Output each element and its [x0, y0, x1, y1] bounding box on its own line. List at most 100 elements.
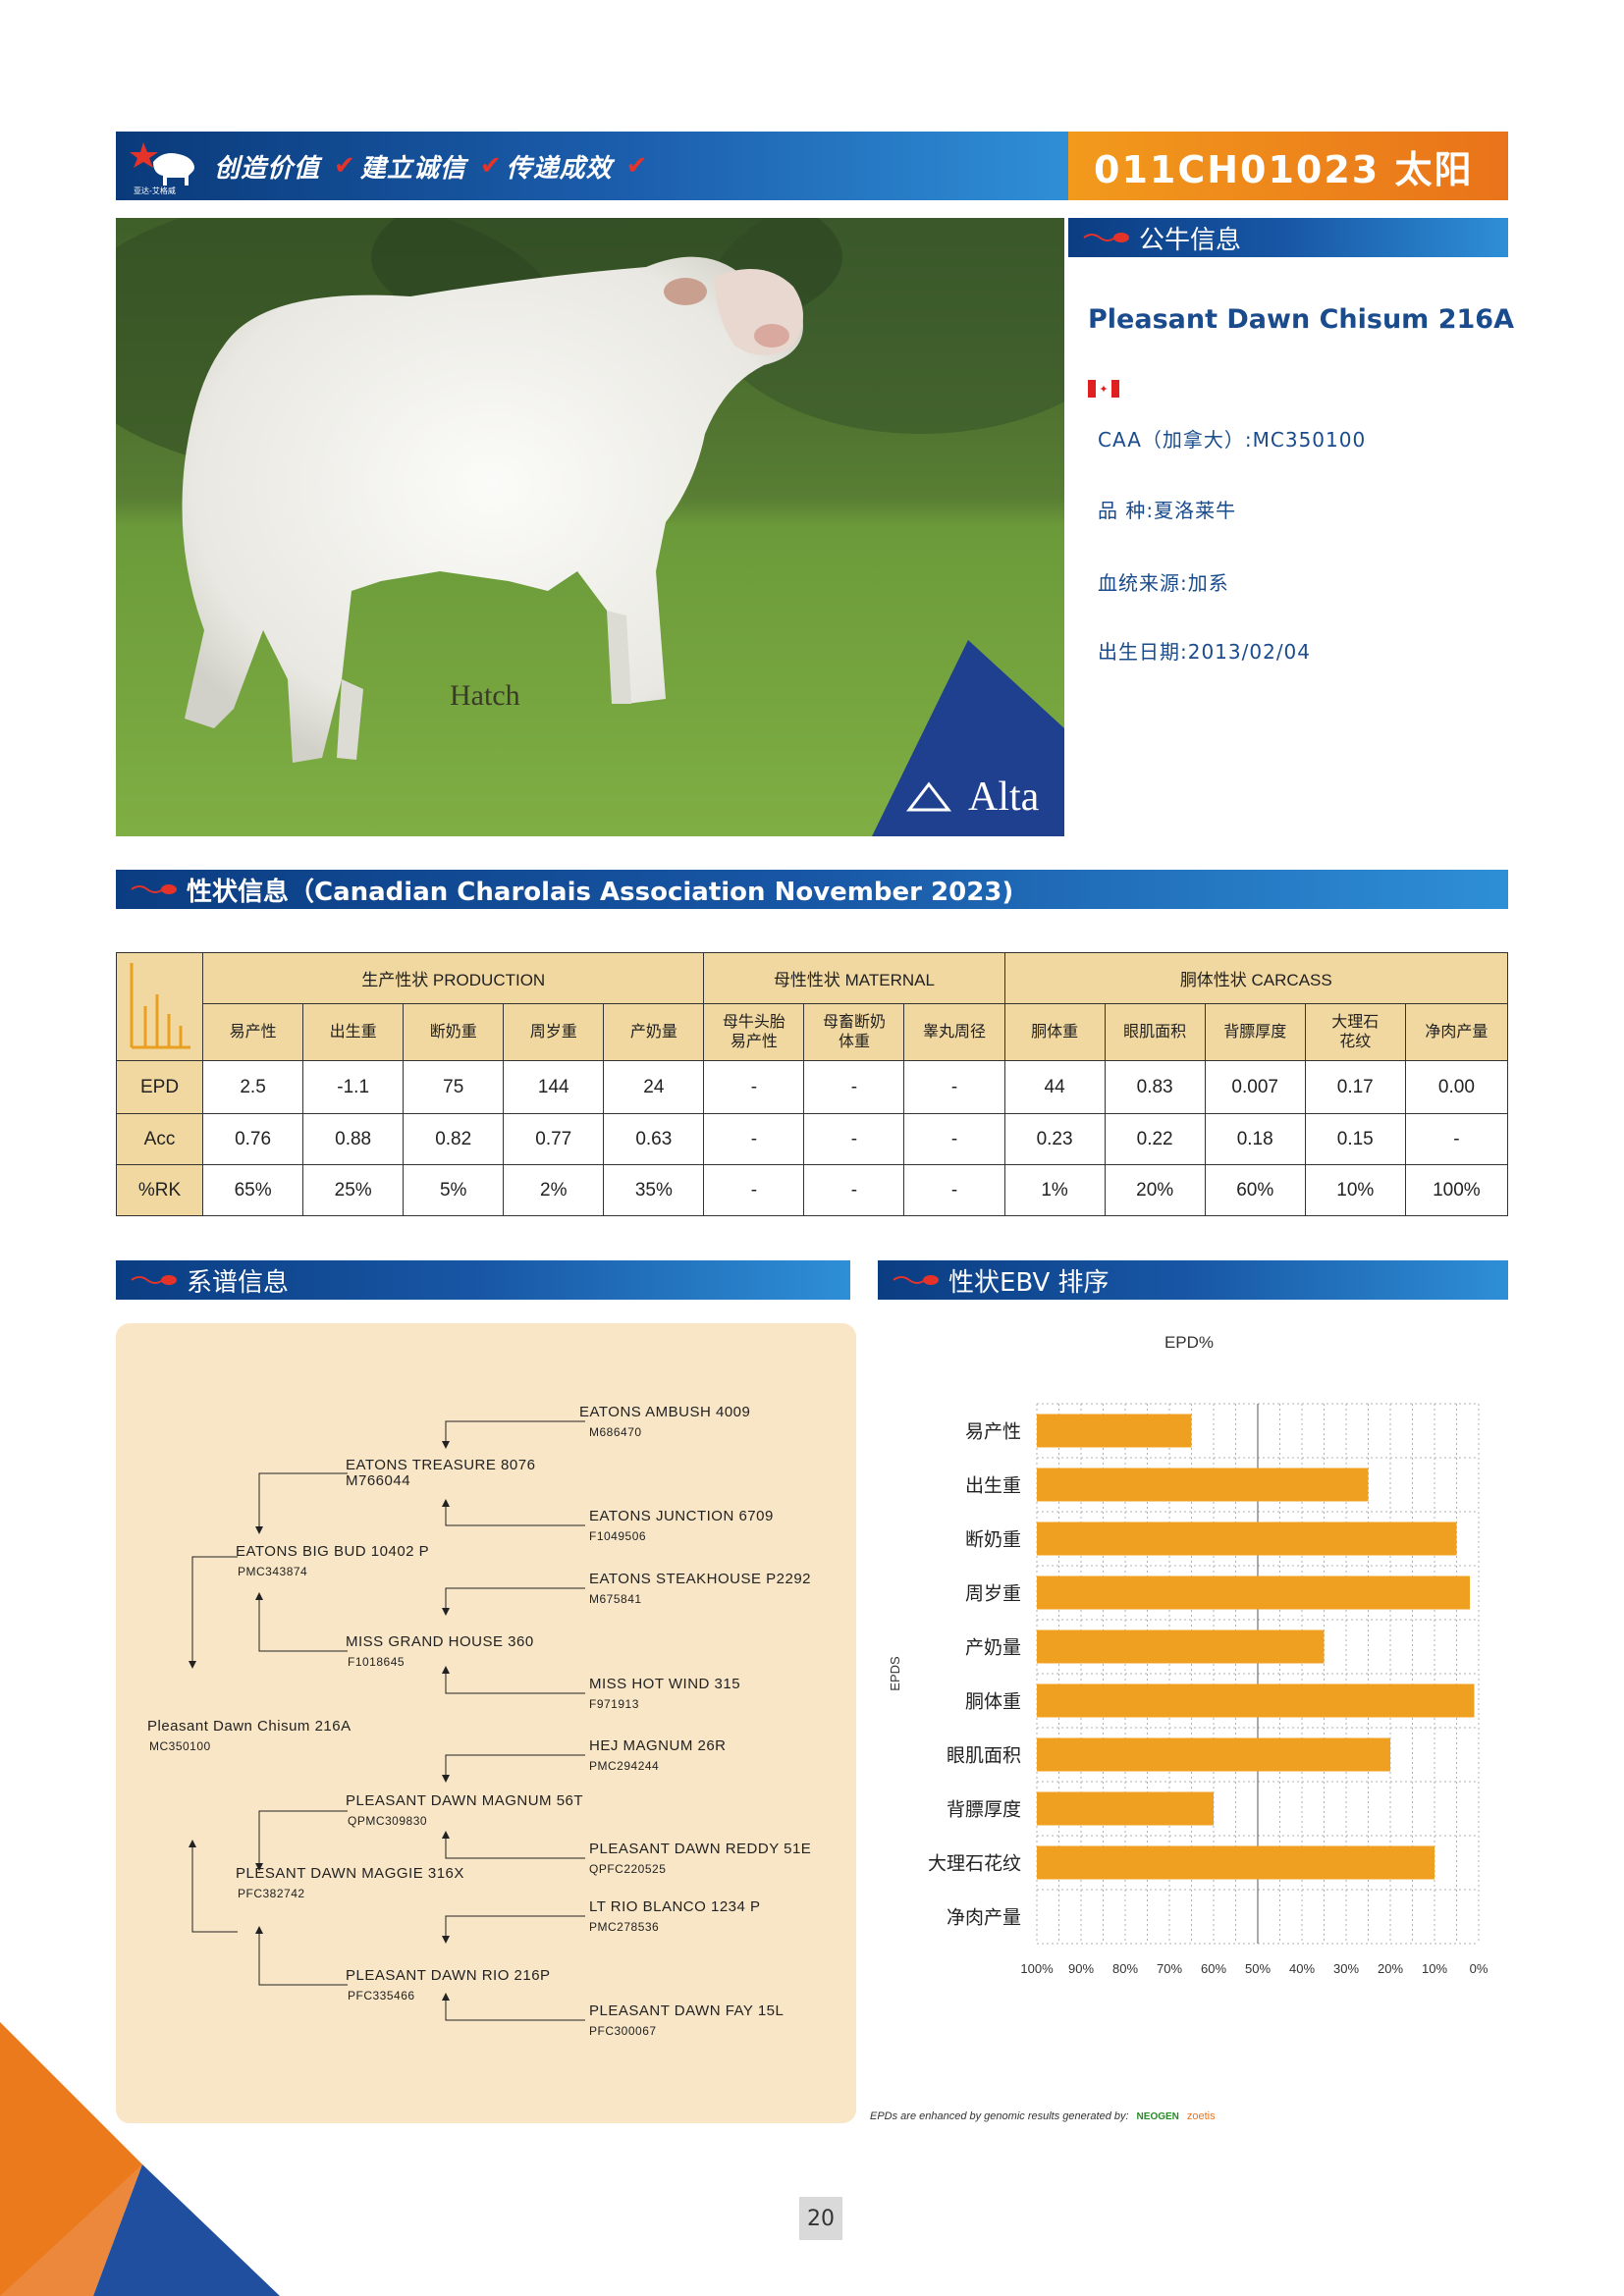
table-cell: 0.18	[1204, 1113, 1306, 1165]
pedigree-dam-dam-name: PLEASANT DAWN RIO 216P	[346, 1967, 551, 1984]
pedigree-dam-dam-reg: PFC335466	[348, 1989, 415, 2002]
column-header: 睾丸周径	[903, 1003, 1005, 1061]
x-tick-label: 30%	[1333, 1961, 1359, 1976]
pedigree-dam-sire-name: PLEASANT DAWN MAGNUM 56T	[346, 1792, 584, 1809]
table-cell: 2.5	[202, 1060, 304, 1114]
slogan-part: 建立诚信	[359, 153, 466, 184]
column-header: 胴体重	[1003, 1003, 1106, 1061]
pedigree-gg-name: EATONS JUNCTION 6709	[589, 1508, 774, 1524]
bull-code-title-box: 011CH01023 太阳	[1068, 132, 1508, 200]
table-cell: -	[803, 1113, 905, 1165]
bar	[1037, 1468, 1369, 1502]
bar	[1037, 1522, 1457, 1556]
pedigree-header: 系谱信息	[116, 1260, 850, 1300]
table-cell: 0.77	[503, 1113, 605, 1165]
pedigree-gg-name: PLEASANT DAWN FAY 15L	[589, 2002, 785, 2019]
slogan: 创造价值 ✔ 建立诚信 ✔ 传递成效 ✔	[214, 148, 652, 185]
column-header: 母牛头胎易产性	[703, 1003, 805, 1061]
column-header-text: 大理石花纹	[1331, 1014, 1380, 1050]
row-label: EPD	[115, 1060, 204, 1114]
x-tick-label: 100%	[1020, 1961, 1054, 1976]
column-header: 眼肌面积	[1104, 1003, 1206, 1061]
group-header-carcass: 胴体性状 CARCASS	[1003, 952, 1509, 1004]
table-cell: -	[903, 1164, 1005, 1216]
pedigree-gg-reg: F971913	[589, 1697, 639, 1711]
column-header: 周岁重	[503, 1003, 605, 1061]
table-cell: 25%	[302, 1164, 405, 1216]
ebv-header: 性状EBV 排序	[878, 1260, 1508, 1300]
svg-text:Alta: Alta	[968, 774, 1040, 820]
table-cell: 0.15	[1304, 1113, 1406, 1165]
table-cell: 0.17	[1304, 1060, 1406, 1114]
bar	[1037, 1737, 1390, 1772]
bull-info-title: 公牛信息	[1139, 225, 1242, 255]
category-label: 背膘厚度	[947, 1799, 1021, 1821]
pedigree-gg-reg: QPFC220525	[589, 1862, 667, 1876]
table-cell: 0.63	[603, 1113, 705, 1165]
pedigree-dam-reg: PFC382742	[238, 1887, 305, 1900]
pedigree-gg-name: HEJ MAGNUM 26R	[589, 1737, 727, 1754]
pedigree-gg-name: EATONS AMBUSH 4009	[579, 1404, 751, 1420]
bull-code-title: 011CH01023 太阳	[1094, 147, 1474, 191]
pedigree-gg-reg: F1049506	[589, 1529, 647, 1543]
pedigree-tree: Pleasant Dawn Chisum 216A MC350100 EATON…	[116, 1323, 856, 2123]
table-cell: 0.007	[1204, 1060, 1306, 1114]
footnote-text: EPDs are enhanced by genomic results gen…	[870, 2110, 1129, 2122]
pedigree-subject-name: Pleasant Dawn Chisum 216A	[147, 1718, 352, 1735]
column-header: 母畜断奶体重	[803, 1003, 905, 1061]
pedigree-gg-name: EATONS STEAKHOUSE P2292	[589, 1571, 812, 1587]
bull-name: Pleasant Dawn Chisum 216A	[1088, 304, 1514, 335]
table-cell: 75	[403, 1060, 505, 1114]
pedigree-title: 系谱信息	[187, 1267, 290, 1298]
pedigree-gg-name: LT RIO BLANCO 1234 P	[589, 1898, 761, 1915]
table-cell: -	[703, 1113, 805, 1165]
check-mark-icon: ✔	[334, 151, 356, 181]
ebv-title: 性状EBV 排序	[948, 1267, 1110, 1298]
pedigree-sire-reg: PMC343874	[238, 1565, 308, 1578]
birth-date: 出生日期:2013/02/04	[1098, 640, 1312, 664]
sperm-icon	[131, 1275, 177, 1285]
traits-table: 生产性状 PRODUCTION 母性性状 MATERNAL 胴体性状 CARCA…	[115, 952, 1509, 1216]
table-cell: 0.76	[202, 1113, 304, 1165]
table-cell: -	[803, 1164, 905, 1216]
pedigree-sire-name: EATONS BIG BUD 10402 P	[236, 1543, 430, 1560]
table-row: %RK 65% 25% 5% 2% 35% - - - 1% 20% 60% 1…	[115, 1164, 1509, 1216]
table-cell: 1%	[1003, 1164, 1106, 1216]
registration-number: CAA（加拿大）:MC350100	[1098, 428, 1367, 452]
x-tick-label: 90%	[1068, 1961, 1094, 1976]
x-tick-label: 70%	[1157, 1961, 1182, 1976]
ebv-chart: EPD% 易产性 出生重 断奶重 周岁重 产奶量 胴体重 眼肌面积 背膘厚度 大理石花纹 净肉产量…	[870, 1315, 1508, 2140]
table-cell: 100%	[1404, 1164, 1509, 1216]
pedigree-gg-reg: PMC278536	[589, 1920, 660, 1934]
category-label: 断奶重	[965, 1529, 1021, 1551]
company-logo: 亚达-艾格威	[130, 136, 204, 195]
pedigree-sire-dam-reg: F1018645	[348, 1655, 406, 1669]
traits-header: 性状信息（Canadian Charolais Association Nove…	[116, 870, 1508, 909]
category-label: 胴体重	[965, 1691, 1021, 1713]
pedigree-sire-sire-name: EATONS TREASURE 8076	[346, 1457, 536, 1473]
bar	[1037, 1845, 1435, 1880]
pedigree-gg-name: PLEASANT DAWN REDDY 51E	[589, 1841, 812, 1857]
pedigree-gg-reg: PMC294244	[589, 1759, 660, 1773]
table-cell: 10%	[1304, 1164, 1406, 1216]
bar	[1037, 1575, 1470, 1610]
category-label: 眼肌面积	[947, 1745, 1021, 1767]
sperm-icon	[1083, 233, 1129, 242]
table-cell: 0.83	[1104, 1060, 1206, 1114]
x-tick-label: 50%	[1245, 1961, 1271, 1976]
genomic-footnote: EPDs are enhanced by genomic results gen…	[870, 2110, 1216, 2122]
corner-decoration	[0, 2022, 280, 2296]
table-cell: -	[703, 1060, 805, 1114]
column-header: 断奶重	[403, 1003, 505, 1061]
bar	[1037, 1683, 1475, 1718]
table-cell: -1.1	[302, 1060, 405, 1114]
pedigree-dam-sire-reg: QPMC309830	[348, 1814, 428, 1828]
svg-text:Hatch: Hatch	[450, 679, 520, 712]
table-cell: 5%	[403, 1164, 505, 1216]
pedigree-subject-reg: MC350100	[149, 1739, 211, 1753]
check-mark-icon: ✔	[625, 151, 649, 181]
svg-text:亚达-艾格威: 亚达-艾格威	[134, 186, 176, 195]
x-tick-label: 20%	[1378, 1961, 1403, 1976]
bar	[1037, 1791, 1214, 1826]
